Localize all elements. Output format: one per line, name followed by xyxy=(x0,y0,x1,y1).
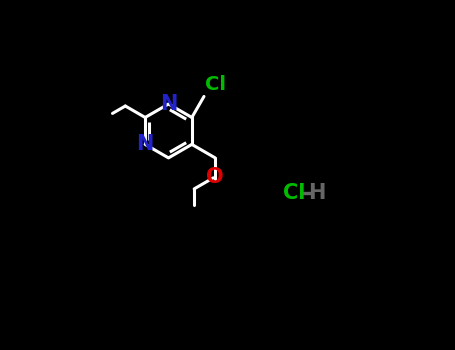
Text: H: H xyxy=(308,183,325,203)
Text: Cl: Cl xyxy=(283,183,306,203)
Text: N: N xyxy=(136,134,154,154)
Text: Cl: Cl xyxy=(205,75,226,94)
Text: O: O xyxy=(207,167,224,187)
Text: N: N xyxy=(160,94,177,114)
